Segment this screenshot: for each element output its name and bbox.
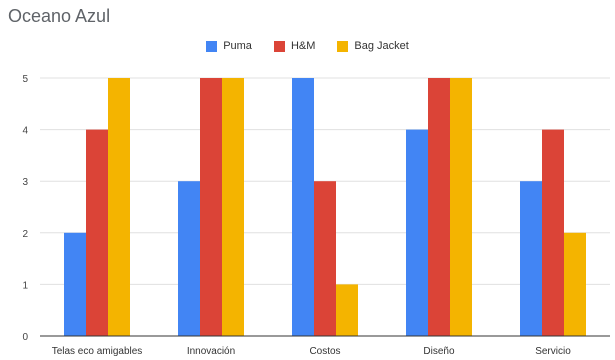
bar-puma (406, 129, 428, 336)
legend-label-bag-jacket: Bag Jacket (354, 40, 409, 52)
y-tick-label: 5 (22, 74, 28, 85)
bar-h-m (314, 181, 336, 336)
y-tick-label: 1 (22, 280, 28, 291)
bar-bag-jacket (564, 232, 586, 336)
bar-puma (292, 78, 314, 336)
legend-item-puma: Puma (206, 40, 252, 52)
legend-item-bag-jacket: Bag Jacket (337, 40, 409, 52)
x-tick-label: Diseño (423, 346, 455, 357)
legend-swatch-puma (206, 40, 218, 52)
legend-label-hm: H&M (290, 40, 316, 52)
bar-puma (64, 232, 86, 336)
x-tick-label: Telas eco amigables (52, 346, 143, 357)
y-tick-label: 0 (22, 332, 28, 343)
x-tick-label: Innovación (187, 346, 235, 357)
x-tick-label: Servicio (535, 346, 571, 357)
bar-h-m (428, 78, 450, 336)
bar-puma (178, 181, 200, 336)
x-tick-label: Costos (309, 346, 340, 357)
bar-bag-jacket (108, 78, 130, 336)
y-tick-label: 4 (22, 126, 28, 137)
legend-label-puma: Puma (223, 40, 252, 52)
bar-bag-jacket (222, 78, 244, 336)
legend-swatch-bag-jacket (337, 40, 349, 52)
legend-item-hm: H&M (273, 40, 316, 52)
chart-title: Oceano Azul (8, 6, 111, 26)
legend: Puma H&M Bag Jacket (0, 40, 615, 52)
bar-h-m (200, 78, 222, 336)
bar-h-m (542, 129, 564, 336)
legend-swatch-hm (273, 40, 285, 52)
bar-bag-jacket (336, 284, 358, 336)
bar-puma (520, 181, 542, 336)
bar-h-m (86, 129, 108, 336)
y-tick-label: 3 (22, 177, 28, 188)
bar-bag-jacket (450, 78, 472, 336)
y-tick-label: 2 (22, 229, 28, 240)
